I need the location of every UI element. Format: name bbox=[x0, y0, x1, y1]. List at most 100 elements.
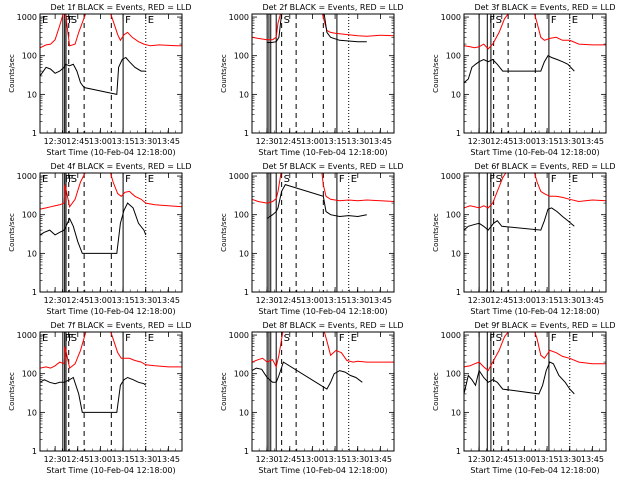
chart-title: Det 5f BLACK = Events, RED = LLD bbox=[262, 162, 403, 171]
marker-label: E bbox=[572, 333, 578, 344]
x-tick-label: 13:15 bbox=[324, 296, 347, 305]
y-tick-label: 100 bbox=[446, 211, 461, 220]
y-tick-label: 100 bbox=[22, 211, 37, 220]
x-tick-label: 13:30 bbox=[346, 137, 369, 146]
y-tick-label: 1000 bbox=[17, 13, 37, 22]
x-tick-label: 13:00 bbox=[513, 455, 536, 464]
y-axis-label: Counts/sec bbox=[220, 372, 228, 411]
marker-label: F bbox=[489, 333, 495, 344]
marker-label: S bbox=[284, 333, 290, 344]
series-line-events bbox=[266, 184, 367, 219]
series-line-lld bbox=[252, 173, 394, 204]
chart-panel-2: Det 2f BLACK = Events, RED = LLD Counts/s… bbox=[220, 3, 404, 157]
x-axis-label: Start Time (10-Feb-04 12:18:00) bbox=[470, 466, 599, 475]
x-tick-label: 13:00 bbox=[513, 296, 536, 305]
marker-label: F bbox=[65, 174, 71, 185]
marker-label: E bbox=[42, 333, 48, 344]
x-tick-label: 12:45 bbox=[278, 137, 301, 146]
x-tick-label: 13:30 bbox=[558, 296, 581, 305]
series-line-lld bbox=[252, 332, 394, 369]
x-tick-label: 13:45 bbox=[157, 137, 180, 146]
x-tick-label: 13:30 bbox=[134, 455, 157, 464]
x-tick-label: 13:15 bbox=[324, 137, 347, 146]
marker-label: F bbox=[489, 174, 495, 185]
marker-label: F bbox=[125, 15, 131, 26]
marker-label: F bbox=[65, 333, 71, 344]
y-tick-label: 1 bbox=[244, 288, 249, 297]
series-line-events bbox=[252, 361, 363, 390]
y-tick-label: 10 bbox=[451, 90, 461, 99]
marker-label: F bbox=[125, 333, 131, 344]
series-line-lld bbox=[252, 14, 394, 41]
chart-panel-5: Det 5f BLACK = Events, RED = LLD Counts/s… bbox=[220, 162, 404, 316]
marker-label: E bbox=[351, 174, 357, 185]
x-tick-label: 12:45 bbox=[278, 296, 301, 305]
x-axis-label: Start Time (10-Feb-04 12:18:00) bbox=[46, 466, 175, 475]
x-axis-label: Start Time (10-Feb-04 12:18:00) bbox=[258, 307, 387, 316]
x-tick-label: 13:30 bbox=[558, 137, 581, 146]
y-axis-label: Counts/sec bbox=[220, 213, 228, 252]
x-tick-label: 13:15 bbox=[324, 455, 347, 464]
marker-label: F bbox=[68, 174, 74, 185]
x-tick-label: 13:15 bbox=[536, 455, 559, 464]
chart-title: Det 1f BLACK = Events, RED = LLD bbox=[50, 3, 191, 12]
y-tick-label: 10 bbox=[239, 408, 249, 417]
marker-label: S bbox=[496, 15, 502, 26]
y-tick-label: 1000 bbox=[229, 331, 249, 340]
y-tick-label: 1000 bbox=[441, 13, 461, 22]
series-line-lld bbox=[464, 14, 606, 50]
plot-frame bbox=[251, 172, 395, 293]
plot-frame bbox=[39, 331, 183, 452]
x-tick-label: 12:45 bbox=[490, 455, 513, 464]
x-tick-label: 13:30 bbox=[346, 296, 369, 305]
series-line-lld bbox=[40, 14, 182, 49]
marker-label: S bbox=[71, 15, 77, 26]
marker-label: E bbox=[572, 174, 578, 185]
x-tick-label: 13:00 bbox=[89, 296, 112, 305]
x-tick-label: 12:30 bbox=[468, 455, 491, 464]
chart-title: Det 4f BLACK = Events, RED = LLD bbox=[50, 162, 191, 171]
marker-label: S bbox=[496, 174, 502, 185]
y-tick-label: 10 bbox=[27, 90, 37, 99]
y-tick-label: 10 bbox=[27, 408, 37, 417]
y-axis-label: Counts/sec bbox=[8, 213, 16, 252]
series-line-events bbox=[40, 202, 147, 254]
marker-label: E bbox=[351, 333, 357, 344]
series-line-events bbox=[464, 361, 575, 395]
plot-frame bbox=[463, 172, 607, 293]
x-tick-label: 12:45 bbox=[66, 455, 89, 464]
x-tick-label: 13:00 bbox=[301, 455, 324, 464]
y-tick-label: 10 bbox=[451, 249, 461, 258]
y-tick-label: 100 bbox=[22, 370, 37, 379]
series-line-events bbox=[464, 207, 575, 231]
marker-label: S bbox=[284, 174, 290, 185]
y-axis-label: Counts/sec bbox=[432, 213, 440, 252]
y-axis-label: Counts/sec bbox=[432, 372, 440, 411]
x-tick-label: 13:15 bbox=[536, 296, 559, 305]
plot-frame bbox=[463, 13, 607, 134]
chart-title: Det 8f BLACK = Events, RED = LLD bbox=[262, 321, 403, 330]
y-tick-label: 1 bbox=[32, 129, 37, 138]
y-axis-label: Counts/sec bbox=[432, 54, 440, 93]
series-line-lld bbox=[464, 332, 606, 372]
marker-label: F bbox=[125, 174, 131, 185]
marker-label: F bbox=[551, 333, 557, 344]
y-tick-label: 1000 bbox=[229, 172, 249, 181]
plot-frame bbox=[251, 331, 395, 452]
series-line-events bbox=[464, 55, 575, 84]
y-tick-label: 100 bbox=[234, 52, 249, 61]
x-tick-label: 13:00 bbox=[301, 137, 324, 146]
marker-label: E bbox=[572, 15, 578, 26]
chart-panel-3: Det 3f BLACK = Events, RED = LLD Counts/s… bbox=[432, 3, 616, 157]
x-axis-label: Start Time (10-Feb-04 12:18:00) bbox=[258, 148, 387, 157]
x-tick-label: 12:45 bbox=[66, 296, 89, 305]
y-tick-label: 1 bbox=[32, 288, 37, 297]
y-tick-label: 100 bbox=[446, 52, 461, 61]
marker-label: F bbox=[339, 333, 345, 344]
x-axis-label: Start Time (10-Feb-04 12:18:00) bbox=[470, 148, 599, 157]
marker-label: F bbox=[551, 15, 557, 26]
y-tick-label: 100 bbox=[234, 211, 249, 220]
x-axis-label: Start Time (10-Feb-04 12:18:00) bbox=[258, 466, 387, 475]
x-tick-label: 13:45 bbox=[157, 296, 180, 305]
plot-frame bbox=[463, 331, 607, 452]
